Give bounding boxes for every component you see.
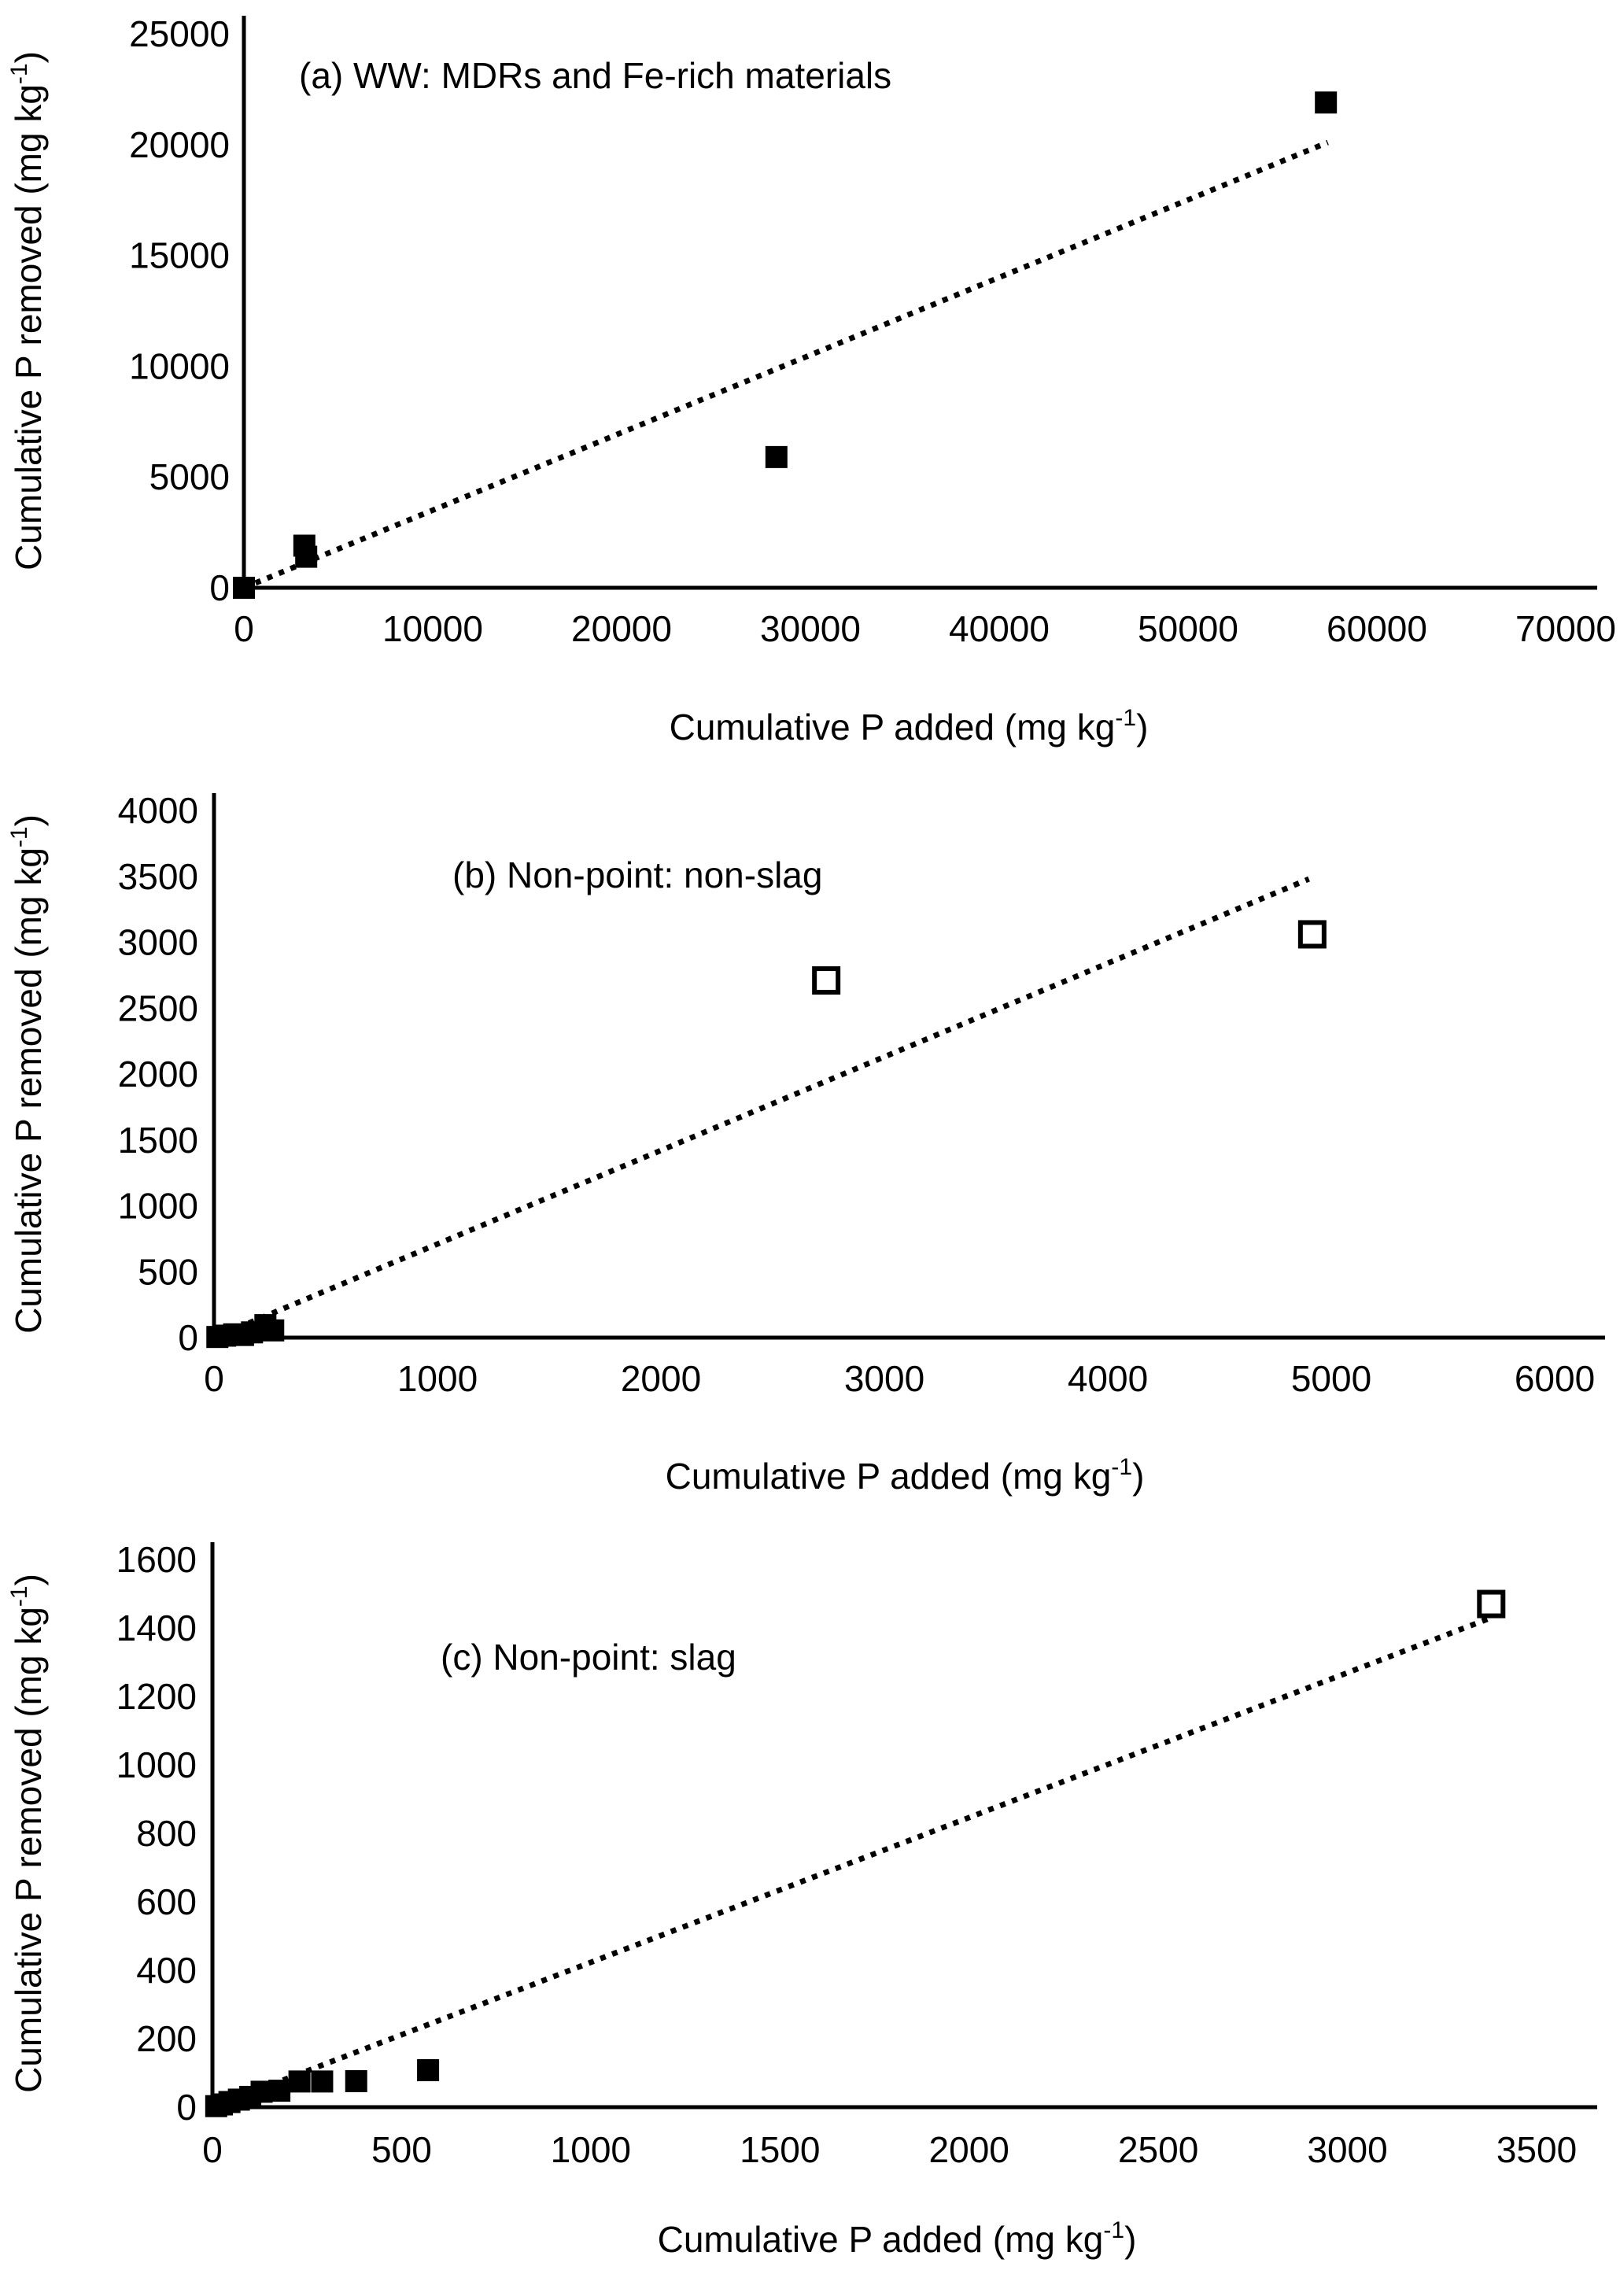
- x-tick-label: 2000: [929, 2129, 1009, 2170]
- x-tick-label: 1000: [551, 2129, 631, 2170]
- y-tick-label: 1000: [116, 1744, 197, 1785]
- y-tick-label: 1400: [116, 1608, 197, 1648]
- y-tick-label: 1000: [118, 1186, 198, 1227]
- x-tick-label: 3500: [1496, 2129, 1577, 2170]
- trendline-dotted: [242, 139, 1329, 591]
- x-tick-label: 60000: [1327, 608, 1427, 649]
- x-tick-label: 5000: [1291, 1358, 1371, 1399]
- x-tick-label: 20000: [571, 608, 672, 649]
- y-tick-label: 4000: [118, 790, 198, 831]
- x-axis-label: Cumulative P added (mg kg-1): [670, 705, 1149, 747]
- panel-a: 0 10000 20000 30000 40000 50000 60000 70000 0 500…: [6, 13, 1616, 747]
- x-axis-label: Cumulative P added (mg kg-1): [658, 2217, 1137, 2260]
- x-tick-label: 50000: [1138, 608, 1238, 649]
- y-axis-label: Cumulative P removed (mg kg-1): [6, 51, 49, 570]
- x-axis-label: Cumulative P added (mg kg-1): [666, 1454, 1145, 1497]
- y-tick-label: 2500: [118, 987, 198, 1028]
- y-tick-label: 10000: [129, 345, 230, 386]
- x-tick-label: 70000: [1515, 608, 1616, 649]
- y-tick-label: 25000: [129, 13, 230, 54]
- trendline-dotted: [212, 876, 1310, 1341]
- data-point-open-square: [1297, 920, 1327, 949]
- y-tick-label: 1600: [116, 1539, 197, 1580]
- y-tick-label: 200: [136, 2018, 197, 2059]
- x-tick-label: 2500: [1118, 2129, 1198, 2170]
- trendline-dotted: [211, 1615, 1493, 2110]
- x-tick-label: 4000: [1068, 1358, 1148, 1399]
- y-tick-label: 3500: [118, 856, 198, 897]
- panel-title: (c) Non-point: slag: [441, 1637, 736, 1678]
- x-tick-label: 3000: [844, 1358, 924, 1399]
- x-tick-label: 30000: [760, 608, 861, 649]
- data-point-open-square: [812, 966, 841, 995]
- panel-title: (a) WW: MDRs and Fe-rich materials: [299, 55, 891, 96]
- x-tick-label: 1500: [740, 2129, 820, 2170]
- data-point-filled-square: [233, 577, 255, 599]
- y-tick-label: 20000: [129, 124, 230, 165]
- x-tick-label: 500: [371, 2129, 432, 2170]
- x-tick-label: 10000: [382, 608, 483, 649]
- data-point-filled-square: [345, 2069, 367, 2092]
- data-point-filled-square: [262, 1319, 285, 1342]
- y-tick-label: 0: [178, 1317, 198, 1358]
- y-tick-label: 3000: [118, 922, 198, 963]
- y-tick-label: 0: [209, 567, 230, 608]
- y-tick-label: 600: [136, 1881, 197, 1922]
- y-tick-label: 1200: [116, 1676, 197, 1717]
- panel-title: (b) Non-point: non-slag: [452, 855, 822, 895]
- y-tick-label: 400: [136, 1950, 197, 1991]
- data-point-filled-square: [311, 2070, 334, 2093]
- panel-b: 0 1000 2000 3000 4000 5000 6000 0 500 1000 1500 200…: [6, 790, 1605, 1497]
- panel-c: 0 500 1000 1500 2000 2500 3000 3500 0 200 400 600 80…: [6, 1539, 1597, 2260]
- x-tick-label: 1000: [397, 1358, 478, 1399]
- x-tick-label: 6000: [1515, 1358, 1595, 1399]
- data-point-filled-square: [268, 2080, 291, 2102]
- data-point-filled-square: [295, 545, 318, 568]
- y-axis-label: Cumulative P removed (mg kg-1): [6, 1574, 49, 2093]
- x-tick-label: 40000: [949, 608, 1050, 649]
- data-point-filled-square: [765, 445, 788, 468]
- y-tick-label: 800: [136, 1813, 197, 1854]
- data-point-filled-square: [288, 2070, 311, 2093]
- y-tick-label: 5000: [149, 456, 230, 497]
- x-tick-label: 0: [234, 608, 254, 649]
- y-axis-label: Cumulative P removed (mg kg-1): [6, 814, 49, 1334]
- y-tick-label: 15000: [129, 235, 230, 276]
- x-tick-label: 2000: [621, 1358, 701, 1399]
- data-point-filled-square: [417, 2059, 440, 2082]
- data-point-open-square: [1477, 1589, 1506, 1619]
- y-tick-label: 500: [138, 1251, 198, 1292]
- x-tick-label: 0: [202, 2129, 223, 2170]
- x-tick-label: 0: [204, 1358, 224, 1399]
- y-tick-label: 2000: [118, 1054, 198, 1094]
- data-point-filled-square: [1315, 91, 1338, 114]
- x-tick-label: 3000: [1307, 2129, 1387, 2170]
- y-tick-label: 1500: [118, 1120, 198, 1161]
- y-tick-label: 0: [176, 2087, 197, 2128]
